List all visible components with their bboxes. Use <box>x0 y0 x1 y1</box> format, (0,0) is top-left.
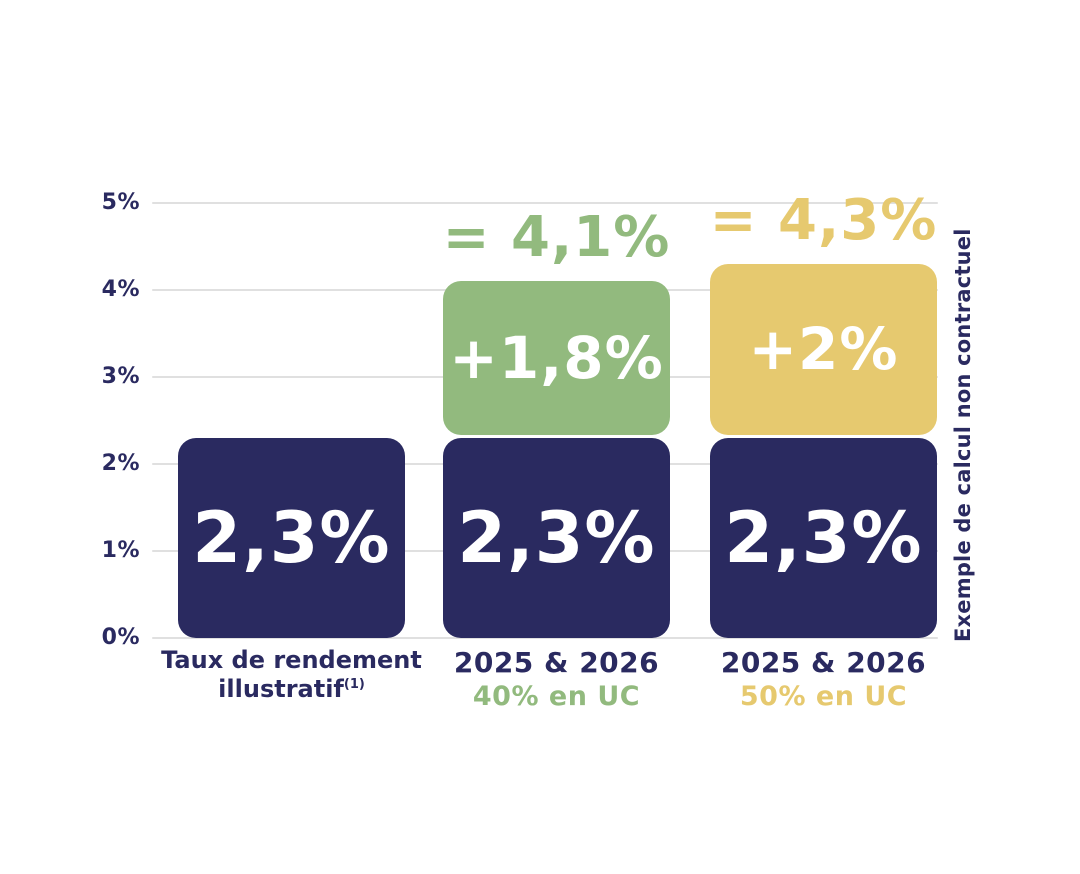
bar-value-label: 2,3% <box>192 496 391 579</box>
gridline <box>152 202 938 204</box>
x-axis-category-label: 2025 & 2026 50% en UC <box>684 646 963 711</box>
x-axis-category-label: Taux de rendement illustratif(1) <box>152 646 431 704</box>
y-axis-tick-label: 2% <box>101 451 140 476</box>
gridline <box>152 637 938 639</box>
x-axis-category-text: 2025 & 2026 <box>453 646 660 679</box>
bar-value-label: 2,3% <box>724 496 923 579</box>
bar-total-label: = 4,1% <box>442 205 671 271</box>
x-axis-category-line: 2025 & 2026 <box>417 646 696 680</box>
bar-segment: +1,8% <box>443 281 670 435</box>
x-axis-category-label: 2025 & 2026 40% en UC <box>417 646 696 711</box>
x-axis-category-line: 2025 & 2026 <box>684 646 963 680</box>
x-axis-category-text: 2025 & 2026 <box>720 646 927 679</box>
side-note: Exemple de calcul non contractuel <box>951 228 975 642</box>
y-axis-tick-label: 4% <box>101 277 140 302</box>
x-axis-sublabel: 50% en UC <box>739 680 908 712</box>
bar-value-label: +2% <box>748 315 899 384</box>
bar-segment: 2,3% <box>178 437 405 638</box>
footnote-marker: (1) <box>343 676 365 692</box>
bar-value-label: +1,8% <box>449 324 664 393</box>
bar-segment: +2% <box>710 263 937 435</box>
x-axis-sublabel: 40% en UC <box>472 680 641 712</box>
bar-value-label: 2,3% <box>457 496 656 579</box>
bar-segment: 2,3% <box>443 437 670 638</box>
y-axis-tick-label: 5% <box>101 190 140 215</box>
bar-total-label: = 4,3% <box>709 187 938 253</box>
x-axis-category-text: illustratif <box>218 674 344 703</box>
y-axis-tick-label: 0% <box>101 625 140 650</box>
bar-segment: 2,3% <box>710 437 937 638</box>
x-axis-category-line: Taux de rendement <box>152 646 431 675</box>
x-axis-category-text: Taux de rendement <box>161 646 422 674</box>
y-axis-tick-label: 1% <box>101 538 140 563</box>
x-axis-category-line: illustratif(1) <box>152 675 431 704</box>
y-axis-tick-label: 3% <box>101 364 140 389</box>
